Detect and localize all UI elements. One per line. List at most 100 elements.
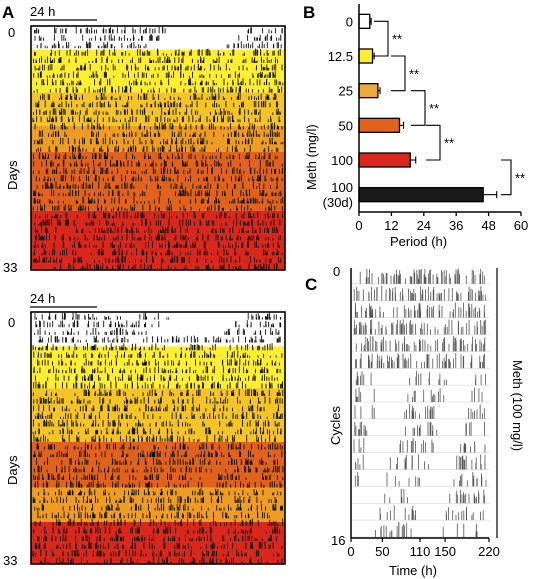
activity-row: [36, 457, 278, 465]
actogram-bottom-rows: [31, 312, 285, 564]
days-label-bottom: Days: [5, 455, 20, 485]
treatment-band: [31, 346, 285, 389]
cycle-row: [354, 302, 485, 318]
treatment-band: [31, 49, 285, 93]
significance-label: **: [409, 66, 419, 81]
activity-row: [32, 115, 281, 123]
category-label: 0: [346, 14, 353, 29]
cycle-row: [375, 521, 478, 537]
activity-row: [35, 144, 279, 152]
activity-row: [34, 480, 283, 488]
activity-row: [38, 335, 281, 343]
activity-row: [33, 56, 278, 63]
activity-row: [34, 411, 283, 419]
activity-row: [34, 518, 284, 526]
day-end-label-top: 33: [3, 260, 17, 275]
significance-bracket: [391, 55, 406, 92]
category-label: 25: [339, 84, 353, 99]
activity-row: [33, 166, 283, 174]
activity-row: [33, 159, 283, 167]
bar-chart-ylabel: Meth (mg/l): [304, 124, 319, 190]
x-tick-label: 0: [355, 218, 362, 233]
cycle-row: [353, 319, 486, 335]
activity-row: [34, 503, 283, 511]
activity-row: [53, 263, 278, 270]
x-tick-label: 48: [481, 218, 495, 233]
activity-row: [33, 388, 284, 396]
actogram-top: 24 h 0 33 Days: [3, 4, 286, 275]
cycles-x-tick-label: 0: [347, 544, 354, 559]
activity-row: [33, 26, 283, 34]
activity-row: [33, 107, 281, 115]
bar: [358, 187, 484, 203]
activity-row: [33, 189, 282, 197]
activity-row: [37, 511, 270, 519]
activity-row: [35, 174, 283, 182]
bar: [358, 83, 379, 99]
activity-row: [34, 226, 279, 233]
activity-row: [34, 312, 282, 320]
x-tick-label: 24: [417, 218, 431, 233]
activity-row: [32, 549, 280, 557]
cycle-row: [355, 387, 483, 402]
activity-row: [37, 358, 280, 366]
activity-row: [33, 381, 284, 389]
activity-row: [33, 404, 279, 412]
scale-label-bottom: 24 h: [30, 291, 55, 306]
activity-row: [34, 218, 281, 226]
treatment-label: Meth (100 mg/l): [510, 360, 525, 451]
category-label: 100 (30d): [323, 180, 353, 210]
significance-bracket: [426, 124, 441, 161]
activity-row: [34, 33, 282, 41]
activity-row: [34, 327, 280, 335]
bar: [358, 13, 371, 29]
significance-bracket: [411, 90, 426, 126]
treatment-band: [31, 210, 285, 270]
bar: [358, 48, 374, 64]
day-end-label-bottom: 33: [3, 553, 17, 568]
bar: [358, 152, 411, 168]
activity-row: [35, 320, 282, 328]
activity-row: [32, 343, 273, 351]
activity-row: [34, 137, 284, 145]
activity-row: [35, 233, 281, 241]
significance-label: **: [429, 101, 439, 116]
bar: [358, 117, 401, 133]
category-label: 12.5: [328, 49, 353, 64]
x-tick-label: 12: [384, 218, 398, 233]
panel-c-letter: C: [305, 275, 317, 294]
activity-row: [36, 78, 284, 86]
activity-row: [36, 41, 282, 49]
scale-label-top: 24 h: [30, 4, 55, 19]
activity-row: [34, 541, 283, 549]
activity-row: [38, 130, 280, 137]
actogram-top-rows: [31, 26, 285, 270]
activity-row: [32, 449, 283, 458]
significance-bracket: [374, 20, 389, 57]
category-label: 50: [339, 118, 353, 133]
x-tick-label: 60: [514, 218, 528, 233]
cycle-row: [353, 285, 487, 301]
activity-row: [36, 181, 278, 189]
activity-row: [33, 350, 283, 358]
cycle-row: [384, 488, 485, 504]
activity-row: [33, 196, 284, 204]
activity-row: [34, 48, 281, 56]
cycle-row: [355, 370, 486, 386]
activity-row: [33, 240, 280, 248]
activity-row: [32, 419, 280, 427]
cycles-xlabel: Time (h): [389, 563, 437, 578]
activity-row: [39, 556, 283, 564]
cycles-x-tick-label: 50: [375, 544, 389, 559]
activity-row: [32, 203, 283, 211]
cycles-x-tick-label: 110: [410, 544, 431, 559]
period-bar-chart: Meth (mg/l) Period (h) 0 12.5 25 50 100 100 (3…: [304, 4, 528, 249]
cycle-row: [355, 336, 486, 352]
actogram-bottom: 24 h 0 33 Days: [3, 291, 286, 568]
cycles-plot: Cycles Time (h) 0 16 Meth (100 mg/l) 0 50…: [328, 264, 525, 578]
activity-row: [33, 152, 278, 160]
panel-a-letter: A: [2, 3, 14, 22]
activity-row: [36, 442, 283, 450]
significance-label: **: [392, 32, 402, 47]
